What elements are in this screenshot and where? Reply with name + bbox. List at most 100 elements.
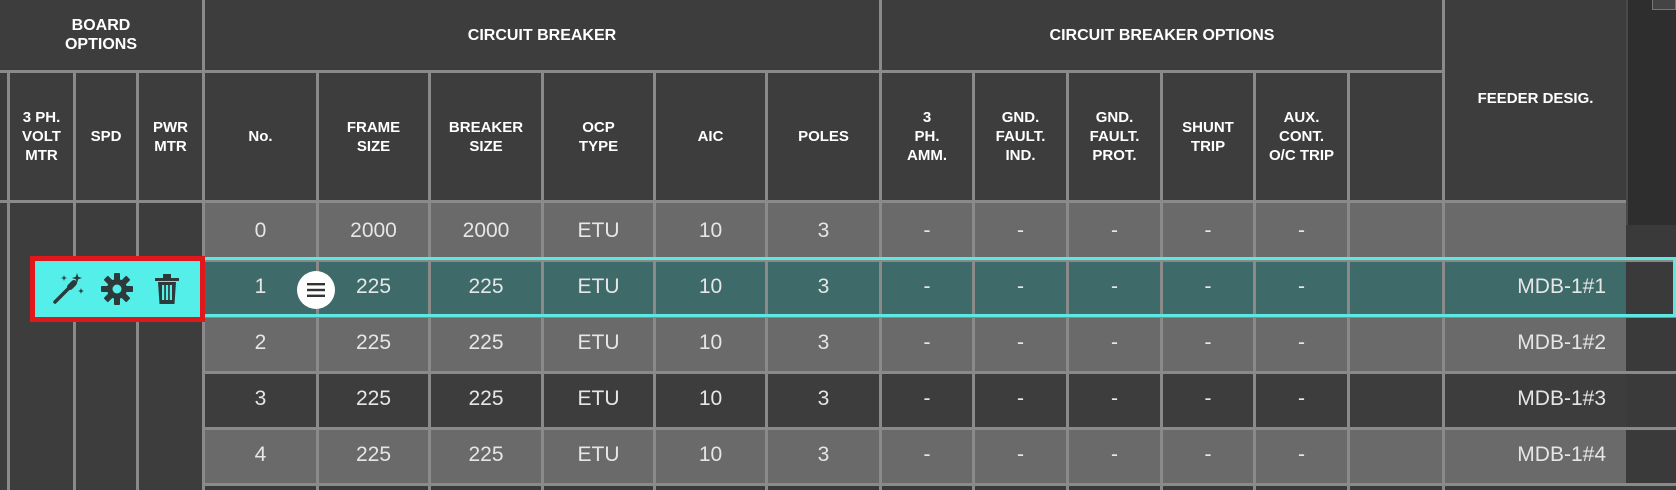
cell-gfp[interactable]: - — [1069, 371, 1160, 427]
grid-divider — [972, 70, 975, 490]
cell-gfp[interactable]: - — [1069, 259, 1160, 315]
cell-aux[interactable]: - — [1256, 259, 1347, 315]
cell-gfi[interactable]: - — [975, 259, 1066, 315]
column-header-gnd-fault-ind: GND. FAULT. IND. — [975, 73, 1066, 200]
cell-blank[interactable] — [1350, 315, 1442, 371]
cell-shunt[interactable]: - — [1163, 259, 1253, 315]
gear-icon — [101, 273, 134, 305]
cell-amm[interactable]: - — [882, 427, 972, 483]
cell-poles[interactable]: 3 — [768, 371, 879, 427]
scrollbar-thumb-top[interactable] — [1652, 0, 1676, 10]
cell-frame[interactable]: 225 — [319, 315, 428, 371]
circuit-breaker-title: CIRCUIT BREAKER — [467, 26, 617, 44]
cell-ocp[interactable]: ETU — [544, 259, 653, 315]
cell-gfp[interactable]: - — [1069, 315, 1160, 371]
cell-frame[interactable]: 225 — [319, 259, 428, 315]
delete-button[interactable] — [147, 269, 187, 309]
grid-divider — [1160, 70, 1163, 490]
grid-divider — [653, 70, 656, 490]
feeder-desig-title: FEEDER DESIG. — [1477, 89, 1594, 107]
grid-divider — [0, 200, 1626, 203]
cell-gfp[interactable]: - — [1069, 427, 1160, 483]
cell-no[interactable]: 0 — [205, 203, 316, 259]
cell-poles[interactable]: 3 — [768, 315, 879, 371]
cell-shunt[interactable]: - — [1163, 427, 1253, 483]
cell-aux[interactable]: - — [1256, 203, 1347, 259]
board-options-body — [0, 203, 202, 490]
cell-blank[interactable] — [1350, 259, 1442, 315]
cell-aic[interactable]: 10 — [656, 259, 765, 315]
hamburger-menu-icon — [307, 283, 325, 297]
cell-no[interactable]: 2 — [205, 315, 316, 371]
cell-breaker[interactable]: 225 — [431, 315, 541, 371]
grid-divider — [202, 315, 1676, 318]
cell-shunt[interactable]: - — [1163, 315, 1253, 371]
cell-gfi[interactable]: - — [975, 315, 1066, 371]
grid-divider — [879, 0, 882, 490]
cell-no[interactable]: 3 — [205, 371, 316, 427]
column-header-3-ph-amm: 3 PH. AMM. — [882, 73, 972, 200]
cell-no[interactable]: 4 — [205, 427, 316, 483]
cell-aic[interactable]: 10 — [656, 315, 765, 371]
row-menu-button[interactable] — [297, 271, 335, 309]
cell-shunt[interactable]: - — [1163, 203, 1253, 259]
cell-gfp[interactable]: - — [1069, 203, 1160, 259]
column-header-pwr-mtr: PWR MTR — [139, 73, 202, 200]
cell-poles[interactable]: 3 — [768, 203, 879, 259]
grid-divider — [202, 371, 1676, 374]
grid-divider — [202, 427, 1676, 430]
cell-aux[interactable]: - — [1256, 315, 1347, 371]
cell-breaker[interactable]: 225 — [431, 259, 541, 315]
cell-amm[interactable]: - — [882, 371, 972, 427]
cell-aux[interactable]: - — [1256, 371, 1347, 427]
column-header-spd: SPD — [76, 73, 136, 200]
cell-ocp[interactable]: ETU — [544, 315, 653, 371]
cell-gfi[interactable]: - — [975, 371, 1066, 427]
cell-frame[interactable]: 2000 — [319, 203, 428, 259]
cell-breaker[interactable]: 2000 — [431, 203, 541, 259]
cell-aic[interactable]: 10 — [656, 203, 765, 259]
cell-shunt[interactable]: - — [1163, 371, 1253, 427]
cell-ocp[interactable]: ETU — [544, 371, 653, 427]
cell-feeder[interactable]: MDB-1#2 — [1445, 315, 1626, 371]
trash-icon — [155, 274, 180, 304]
grid-divider — [7, 70, 10, 490]
column-header-shunt-trip: SHUNT TRIP — [1163, 73, 1253, 200]
group-header-board-options: BOARD OPTIONS — [0, 0, 202, 70]
cell-frame[interactable]: 225 — [319, 371, 428, 427]
cell-breaker[interactable]: 225 — [431, 427, 541, 483]
vertical-scrollbar[interactable] — [1626, 0, 1676, 225]
cell-amm[interactable]: - — [882, 203, 972, 259]
auto-fill-button[interactable] — [48, 269, 88, 309]
cell-blank[interactable] — [1350, 427, 1442, 483]
cell-aic[interactable]: 10 — [656, 427, 765, 483]
column-header-blank-14 — [1350, 73, 1442, 200]
cell-feeder[interactable]: MDB-1#3 — [1445, 371, 1626, 427]
settings-button[interactable] — [97, 269, 137, 309]
cell-feeder[interactable]: MDB-1#4 — [1445, 427, 1626, 483]
cell-poles[interactable]: 3 — [768, 427, 879, 483]
cell-amm[interactable]: - — [882, 259, 972, 315]
cell-ocp[interactable]: ETU — [544, 203, 653, 259]
cell-blank[interactable] — [1350, 203, 1442, 259]
grid-divider — [202, 259, 1676, 262]
cell-amm[interactable]: - — [882, 315, 972, 371]
column-header-breaker-size: BREAKER SIZE — [431, 73, 541, 200]
grid-divider — [0, 70, 1442, 73]
grid-divider — [1442, 0, 1445, 490]
cell-gfi[interactable]: - — [975, 203, 1066, 259]
cell-feeder[interactable]: MDB-1#1 — [1445, 259, 1626, 315]
cell-gfi[interactable]: - — [975, 427, 1066, 483]
cell-blank[interactable] — [1350, 371, 1442, 427]
cell-aic[interactable]: 10 — [656, 371, 765, 427]
row-action-toolbar — [30, 256, 205, 322]
cell-breaker[interactable]: 225 — [431, 371, 541, 427]
cell-aux[interactable]: - — [1256, 427, 1347, 483]
cell-feeder[interactable] — [1445, 203, 1626, 259]
cell-poles[interactable]: 3 — [768, 259, 879, 315]
group-header-circuit-breaker-options: CIRCUIT BREAKER OPTIONS — [882, 0, 1442, 70]
cell-ocp[interactable]: ETU — [544, 427, 653, 483]
cell-frame[interactable]: 225 — [319, 427, 428, 483]
column-header-ocp-type: OCP TYPE — [544, 73, 653, 200]
